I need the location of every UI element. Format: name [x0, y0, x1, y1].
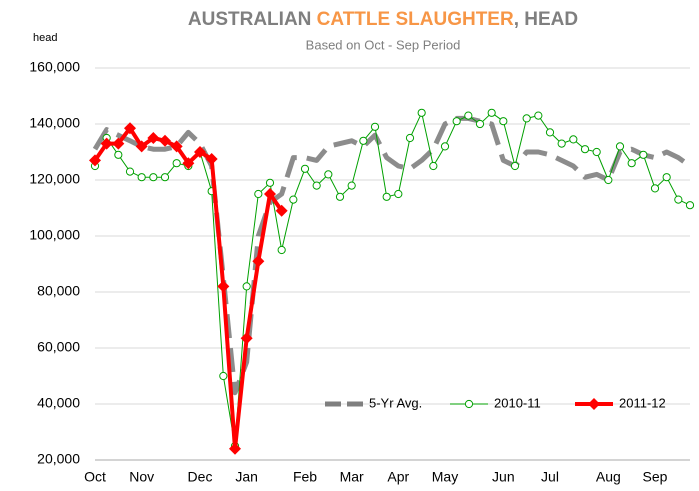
y-tick-label: 60,000 [37, 339, 80, 355]
legend-label: 2010-11 [494, 395, 541, 410]
point [347, 181, 356, 190]
y-axis-label: head [33, 32, 57, 44]
point [522, 114, 531, 123]
point [557, 139, 566, 148]
point [205, 153, 218, 165]
x-tick-label: Nov [129, 469, 154, 485]
x-tick-label: Jun [492, 469, 515, 485]
point [289, 195, 298, 204]
point [265, 178, 275, 187]
legend-marker [464, 399, 474, 409]
point [240, 332, 253, 345]
title-part: CATTLE SLAUGHTER [317, 9, 514, 30]
point [160, 173, 170, 182]
x-tick-label: Oct [84, 469, 106, 485]
point [429, 161, 438, 171]
point [124, 122, 136, 135]
point [149, 173, 158, 182]
point [405, 133, 415, 143]
point [159, 134, 171, 147]
point [125, 167, 135, 176]
point [100, 137, 113, 150]
point [217, 280, 230, 293]
point [182, 157, 195, 170]
point [615, 142, 625, 151]
x-tick-label: May [432, 469, 458, 485]
y-tick-label: 40,000 [37, 395, 80, 411]
point [674, 195, 683, 204]
y-tick-label: 20,000 [37, 451, 80, 467]
x-tick-label: Apr [387, 469, 409, 485]
x-tick-label: Jul [541, 469, 559, 485]
point [685, 201, 695, 210]
point [440, 142, 450, 151]
point [592, 147, 601, 157]
title-part: , HEAD [514, 9, 578, 30]
point [382, 192, 391, 201]
point [89, 154, 101, 167]
point [254, 189, 263, 199]
point [569, 135, 578, 144]
point [580, 145, 590, 154]
point [324, 170, 333, 179]
point [370, 122, 380, 131]
point [452, 117, 461, 126]
series-line [93, 126, 284, 451]
x-tick-label: Jan [235, 469, 258, 485]
point [639, 150, 648, 159]
chart-title: AUSTRALIAN CATTLE SLAUGHTER, HEAD [188, 9, 578, 30]
point [300, 164, 310, 173]
point [510, 161, 520, 171]
point [499, 117, 508, 126]
point [335, 192, 345, 201]
point [277, 245, 286, 255]
point [604, 175, 613, 185]
point [242, 282, 251, 291]
legend-marker [588, 398, 600, 410]
y-tick-label: 120,000 [29, 171, 80, 187]
point [264, 188, 276, 200]
point [137, 173, 146, 182]
point [112, 137, 125, 150]
point [275, 204, 288, 217]
point [229, 442, 241, 455]
x-tick-label: Sep [643, 469, 668, 485]
point [662, 173, 671, 182]
point [147, 132, 160, 144]
y-tick-label: 140,000 [29, 115, 80, 131]
point [545, 128, 555, 137]
point [487, 108, 496, 117]
point [312, 181, 321, 190]
point [464, 111, 473, 120]
point [650, 184, 660, 193]
legend-label: 5-Yr Avg. [369, 395, 422, 410]
point [194, 146, 206, 158]
point [627, 159, 636, 168]
point [135, 140, 148, 153]
y-tick-label: 80,000 [37, 283, 80, 299]
x-tick-label: Mar [340, 469, 364, 485]
series-line [92, 115, 692, 396]
point [475, 119, 485, 129]
legend-label: 2011-12 [619, 395, 666, 410]
point [359, 136, 368, 145]
point [534, 111, 543, 120]
y-tick-label: 100,000 [29, 227, 80, 243]
point [417, 108, 426, 117]
point [219, 371, 228, 381]
y-tick-label: 160,000 [29, 59, 80, 75]
point [114, 150, 123, 159]
point [172, 159, 181, 168]
point [252, 255, 265, 268]
x-tick-label: Dec [188, 469, 213, 485]
title-part: AUSTRALIAN [188, 9, 312, 30]
subtitle: Based on Oct - Sep Period [306, 37, 461, 52]
x-tick-label: Aug [596, 469, 621, 485]
x-tick-label: Feb [293, 469, 317, 485]
point [394, 189, 403, 199]
point [170, 140, 183, 153]
